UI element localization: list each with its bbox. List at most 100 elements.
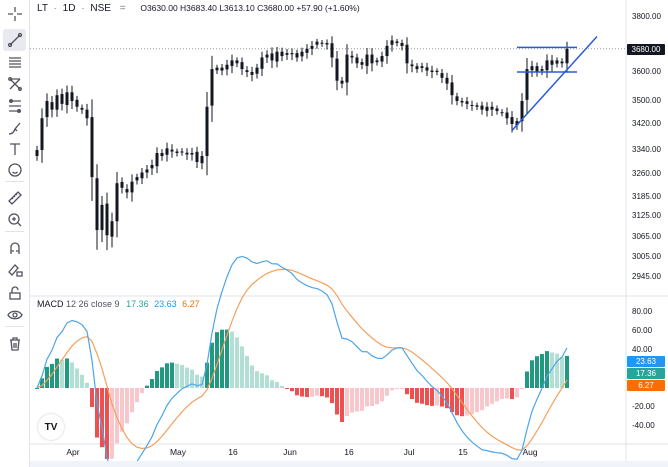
candle[interactable]: [240, 57, 244, 75]
candle[interactable]: [200, 151, 204, 170]
candle[interactable]: [50, 95, 54, 118]
candle[interactable]: [305, 44, 309, 59]
candle[interactable]: [45, 93, 49, 127]
price-pane[interactable]: [30, 35, 626, 251]
candle[interactable]: [485, 102, 489, 117]
candle[interactable]: [335, 51, 339, 91]
candle[interactable]: [115, 171, 119, 238]
candle[interactable]: [65, 85, 69, 114]
candle[interactable]: [540, 65, 544, 76]
candle[interactable]: [165, 142, 169, 162]
candle[interactable]: [395, 38, 399, 47]
candle[interactable]: [320, 39, 324, 47]
candle[interactable]: [215, 64, 219, 74]
candle[interactable]: [75, 95, 79, 112]
candle[interactable]: [275, 47, 279, 68]
candle[interactable]: [495, 105, 499, 115]
candle[interactable]: [420, 62, 424, 73]
macd-legend[interactable]: MACD 12 26 close 9 17.36 23.63 6.27: [37, 299, 200, 309]
candle[interactable]: [505, 107, 509, 125]
candle[interactable]: [315, 38, 319, 49]
candle[interactable]: [280, 47, 284, 62]
candle[interactable]: [150, 159, 154, 176]
candle[interactable]: [95, 164, 99, 250]
candle[interactable]: [545, 54, 549, 78]
candle[interactable]: [365, 48, 369, 74]
candle[interactable]: [180, 148, 184, 156]
equals-icon[interactable]: =: [119, 3, 126, 14]
candle[interactable]: [435, 68, 439, 76]
candle[interactable]: [105, 192, 109, 251]
candle[interactable]: [290, 48, 294, 61]
symbol-header[interactable]: LT · 1D · NSE = O3630.00 H3683.40 L3613.…: [37, 3, 360, 14]
tradingview-logo[interactable]: TV: [38, 414, 64, 440]
lock-drawings-tool-button[interactable]: [3, 259, 26, 281]
macd-line[interactable]: [36, 255, 568, 467]
candle[interactable]: [145, 164, 149, 179]
candle[interactable]: [140, 168, 144, 185]
candle[interactable]: [325, 39, 329, 50]
candle[interactable]: [445, 72, 449, 90]
candle[interactable]: [70, 85, 74, 110]
candle[interactable]: [415, 63, 419, 73]
candle[interactable]: [90, 99, 94, 201]
candle[interactable]: [465, 96, 469, 110]
candle[interactable]: [340, 76, 344, 89]
candle[interactable]: [185, 148, 189, 160]
ruler-tool-button[interactable]: [3, 187, 26, 209]
emoji-tool-button[interactable]: [3, 159, 26, 181]
candle[interactable]: [330, 36, 334, 68]
candle[interactable]: [245, 66, 249, 78]
candle[interactable]: [385, 40, 389, 64]
symbol[interactable]: LT: [37, 3, 48, 14]
candle[interactable]: [190, 147, 194, 161]
candle[interactable]: [500, 109, 504, 117]
candle[interactable]: [425, 62, 429, 77]
candle[interactable]: [285, 49, 289, 61]
candle[interactable]: [270, 47, 274, 68]
candle[interactable]: [350, 50, 354, 64]
magnet-tool-button[interactable]: [3, 237, 26, 259]
candle[interactable]: [55, 89, 59, 117]
candle[interactable]: [40, 108, 44, 163]
signal-line[interactable]: [36, 268, 568, 451]
zoom-in-tool-button[interactable]: [3, 209, 26, 231]
candle[interactable]: [260, 51, 264, 76]
candle[interactable]: [225, 59, 229, 76]
candle[interactable]: [530, 60, 534, 77]
candle[interactable]: [295, 49, 299, 62]
candle[interactable]: [480, 101, 484, 115]
fib-lines-tool-button[interactable]: [3, 95, 26, 117]
candle[interactable]: [130, 174, 134, 202]
candle[interactable]: [520, 93, 524, 132]
candle[interactable]: [300, 47, 304, 62]
candle[interactable]: [160, 149, 164, 161]
candle[interactable]: [85, 103, 89, 126]
candle[interactable]: [120, 177, 124, 194]
candle[interactable]: [490, 101, 494, 116]
crosshair-tool-button[interactable]: [3, 3, 26, 25]
candle[interactable]: [310, 41, 314, 56]
macd-pane[interactable]: [35, 255, 569, 467]
candle[interactable]: [230, 54, 234, 74]
brush-tool-button[interactable]: [3, 117, 26, 139]
candle[interactable]: [265, 50, 269, 64]
candle[interactable]: [60, 88, 64, 111]
pattern-tool-button[interactable]: [3, 73, 26, 95]
candle[interactable]: [550, 54, 554, 72]
candle[interactable]: [155, 147, 159, 174]
candle[interactable]: [560, 58, 564, 68]
candle[interactable]: [470, 100, 474, 111]
interval[interactable]: 1D: [62, 3, 76, 14]
candle[interactable]: [110, 212, 114, 248]
candle[interactable]: [250, 66, 254, 82]
trash-tool-button[interactable]: [3, 333, 26, 355]
candle[interactable]: [375, 57, 379, 66]
candle[interactable]: [525, 58, 529, 114]
candle[interactable]: [410, 59, 414, 73]
candle[interactable]: [195, 146, 199, 169]
candle[interactable]: [205, 91, 209, 176]
candle[interactable]: [255, 63, 259, 79]
candle[interactable]: [475, 102, 479, 111]
